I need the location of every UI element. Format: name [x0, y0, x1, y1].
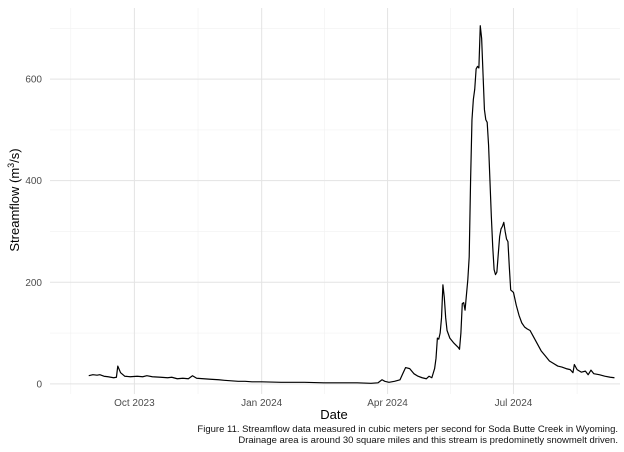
y-tick-label: 600 — [25, 75, 42, 86]
y-tick-label: 0 — [36, 379, 42, 390]
major-gridlines — [50, 8, 620, 394]
y-axis-title-tail: /s) — [7, 148, 22, 162]
caption-line-1: Figure 11. Streamflow data measured in c… — [197, 424, 618, 435]
y-axis-title: Streamflow (m3/s) — [6, 148, 22, 251]
y-tick-label: 400 — [25, 176, 42, 187]
x-tick-label: Apr 2024 — [367, 398, 408, 409]
y-tick-label: 200 — [25, 278, 42, 289]
tick-labels: Oct 2023 Jan 2024 Apr 2024 Jul 2024 0 200 400 6… — [25, 75, 532, 409]
figure-caption: Figure 11. Streamflow data measured in c… — [18, 424, 618, 446]
x-tick-label: Oct 2023 — [114, 398, 155, 409]
minor-gridlines — [50, 8, 620, 394]
x-tick-label: Jan 2024 — [241, 398, 283, 409]
caption-line-2: Drainage area is around 30 square miles … — [238, 435, 618, 446]
y-axis-title-superscript: 3 — [6, 163, 16, 168]
x-axis-title: Date — [320, 407, 347, 422]
y-axis-title-main: Streamflow (m — [7, 168, 22, 252]
data-layer — [88, 25, 615, 384]
x-tick-label: Jul 2024 — [495, 398, 533, 409]
streamflow-line — [88, 25, 615, 384]
